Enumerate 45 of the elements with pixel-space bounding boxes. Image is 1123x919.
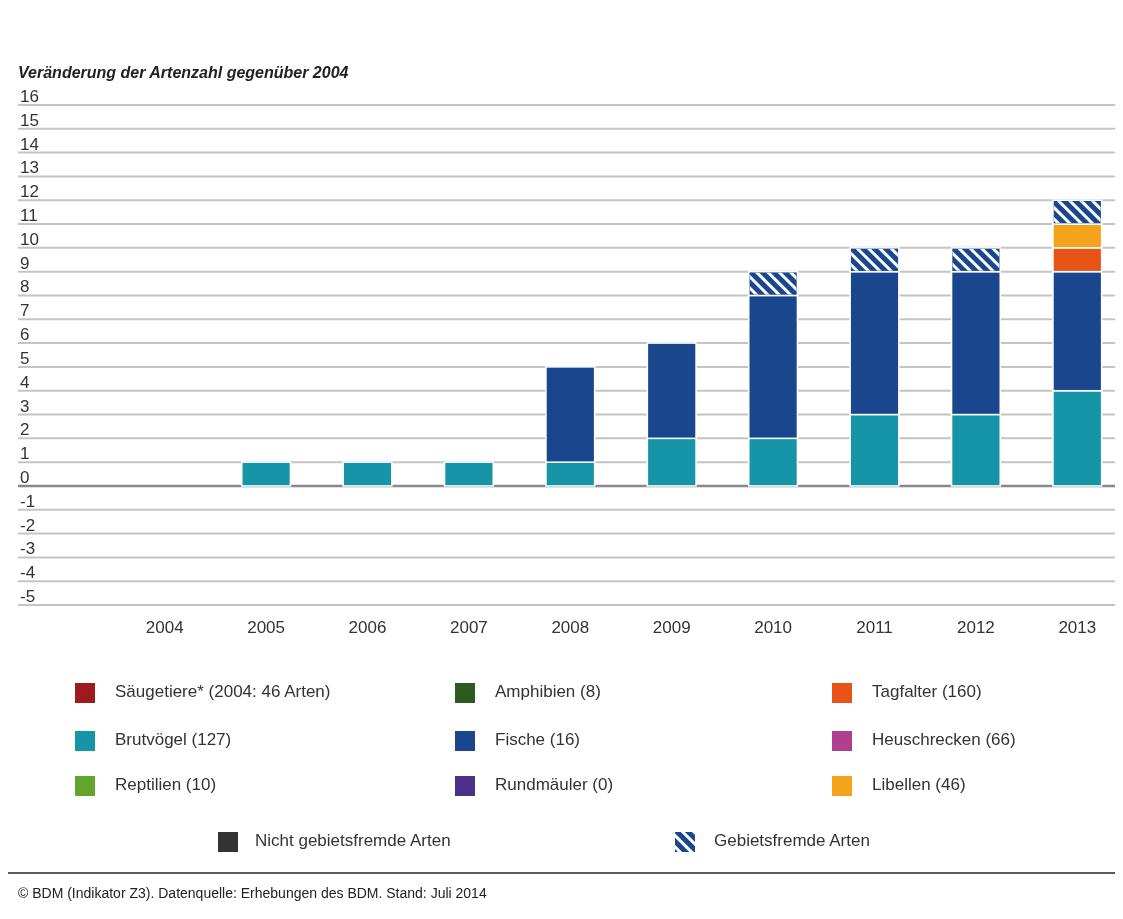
legend-label: Tagfalter (160) bbox=[872, 682, 982, 702]
legend-label: Reptilien (10) bbox=[115, 775, 217, 795]
y-tick-label: 13 bbox=[20, 158, 39, 178]
y-tick-label: 12 bbox=[20, 182, 39, 202]
x-tick-label: 2005 bbox=[247, 618, 286, 637]
text: © BDM (Indikator Z3). Datenquelle: Erhebungen des BDM. Stand: Juli 2014 bbox=[18, 885, 487, 901]
x-tick-label: 2007 bbox=[449, 618, 488, 637]
y-tick-label: 10 bbox=[20, 229, 39, 249]
y-tick-label: 4 bbox=[20, 372, 30, 392]
legend-label: Säugetiere* (2004: 46 Arten) bbox=[115, 682, 331, 702]
y-tick-label: -2 bbox=[20, 515, 36, 535]
y-tick-label: 3 bbox=[20, 396, 30, 416]
y-tick-label: 0 bbox=[20, 467, 30, 487]
y-tick-label: 14 bbox=[20, 134, 39, 154]
legend-label: Brutvögel (127) bbox=[115, 730, 232, 750]
y-tick-label: 5 bbox=[20, 348, 30, 368]
x-tick-label: 2006 bbox=[348, 618, 387, 637]
y-tick-label: 15 bbox=[20, 110, 39, 130]
x-tick-label: 2008 bbox=[551, 618, 590, 637]
y-tick-label: -5 bbox=[20, 587, 36, 606]
x-tick-label: 2009 bbox=[652, 618, 691, 637]
chart-title: Veränderung der Artenzahl gegenüber 2004 bbox=[18, 64, 349, 81]
y-tick-label: 8 bbox=[20, 277, 30, 297]
y-tick-label: 7 bbox=[20, 301, 30, 321]
y-tick-label: -1 bbox=[20, 491, 36, 511]
y-tick-label: -3 bbox=[20, 539, 36, 559]
y-tick-label: 2 bbox=[20, 420, 30, 440]
x-tick-label: 2012 bbox=[956, 618, 995, 637]
x-tick-label: 2010 bbox=[754, 618, 793, 637]
y-tick-label: 1 bbox=[20, 444, 30, 464]
y-tick-label: 9 bbox=[20, 253, 30, 273]
legend-label: Gebietsfremde Arten bbox=[714, 831, 870, 851]
legend-label: Libellen (46) bbox=[872, 775, 966, 795]
x-tick-label: 2004 bbox=[145, 618, 184, 637]
y-tick-label: 16 bbox=[20, 87, 39, 106]
y-tick-label: 6 bbox=[20, 325, 30, 345]
legend-label: Rundmäuler (0) bbox=[495, 775, 614, 795]
x-tick-label: 2011 bbox=[856, 618, 893, 637]
legend-label: Heuschrecken (66) bbox=[872, 730, 1016, 750]
text: Nicht gebietsfremde Arten bbox=[255, 831, 451, 851]
legend-label: Fische (16) bbox=[495, 730, 581, 750]
legend-label: Amphibien (8) bbox=[495, 682, 601, 702]
y-tick-label: -4 bbox=[20, 563, 36, 583]
x-tick-label: 2013 bbox=[1058, 618, 1097, 637]
y-tick-label: 11 bbox=[20, 206, 38, 226]
